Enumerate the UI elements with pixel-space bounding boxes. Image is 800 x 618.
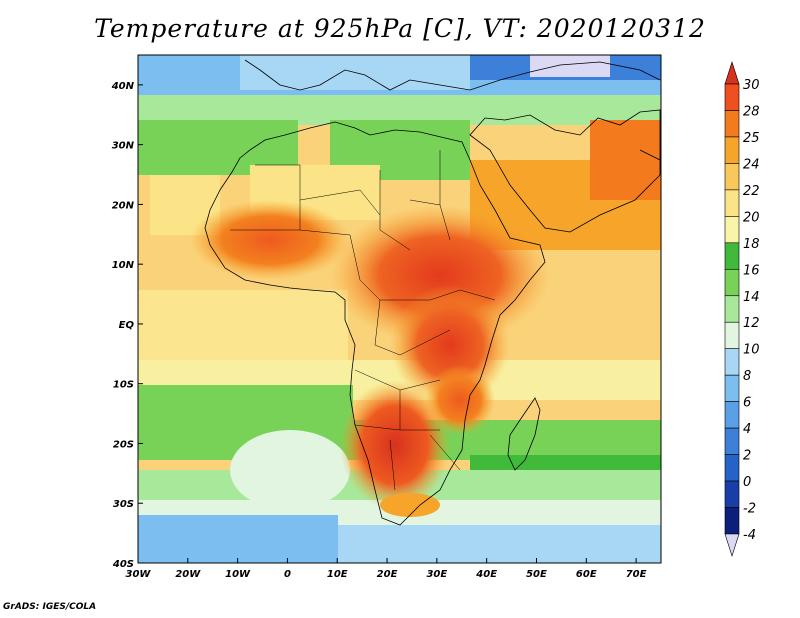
colorbar-swatch <box>724 295 740 323</box>
country-borders <box>230 150 496 491</box>
colorbar-label: 10 <box>743 343 760 358</box>
colorbar-swatch <box>724 242 740 270</box>
colorbar-label: 18 <box>743 237 760 252</box>
colorbar-label: 0 <box>743 475 751 490</box>
colorbar-label: 6 <box>743 396 751 411</box>
lon-tick-label: 20W <box>175 569 201 580</box>
colorbar-label: 12 <box>743 316 760 331</box>
colorbar-swatch <box>724 454 740 482</box>
colorbar-swatch <box>724 507 740 535</box>
colorbar-label: -2 <box>743 502 756 517</box>
colorbar-swatch <box>724 163 740 191</box>
lon-tick-label: 10E <box>327 569 348 580</box>
colorbar-swatch <box>724 268 740 297</box>
colorbar-label: 20 <box>743 210 760 225</box>
temperature-field <box>138 55 661 563</box>
colorbar-swatch <box>724 348 740 376</box>
colorbar-label: -4 <box>743 528 756 543</box>
colorbar-swatch <box>724 427 740 455</box>
colorbar-label: 24 <box>743 157 760 172</box>
colorbar-label: 16 <box>743 263 760 278</box>
lat-tick-label: 30N <box>112 141 135 152</box>
lon-tick-label: 0 <box>284 569 291 580</box>
india-coastline <box>639 149 661 161</box>
lon-tick-label: 50E <box>526 569 547 580</box>
colorbar-label: 30 <box>743 78 760 93</box>
longitude-axis: 30W 20W 10W 0 10E 20E 30E 40E 50E 60E 70E <box>126 558 647 580</box>
colorbar-swatch <box>724 110 740 138</box>
colorbar-swatch <box>724 374 740 402</box>
lon-tick-label: 60E <box>576 569 597 580</box>
colorbar-swatch <box>724 401 740 429</box>
colorbar-swatch <box>724 216 740 244</box>
chart-title: Temperature at 925hPa [C], VT: 202012031… <box>94 14 706 43</box>
lon-tick-label: 70E <box>626 569 647 580</box>
lon-tick-label: 30W <box>126 569 152 580</box>
latitude-axis: 40N 30N 20N 10N EQ 10S 20S 30S 40S <box>111 81 143 570</box>
colorbar-label: 28 <box>743 104 760 119</box>
plot-frame <box>137 54 662 564</box>
africa-coastline <box>204 121 546 526</box>
colorbar-label: 4 <box>743 422 751 437</box>
colorbar-swatch <box>724 480 740 508</box>
colorbar-swatch <box>724 189 740 217</box>
lat-tick-label: 40N <box>111 81 135 92</box>
lon-tick-label: 30E <box>426 569 447 580</box>
colorbar-top-triangle <box>724 61 740 85</box>
lat-tick-label: 20S <box>113 439 134 450</box>
lat-tick-label: 10N <box>112 260 135 271</box>
lon-tick-label: 40E <box>475 569 497 580</box>
colorbar-bottom-triangle <box>724 533 740 557</box>
colorbar-label: 2 <box>743 449 751 464</box>
lon-tick-label: 20E <box>377 569 398 580</box>
colorbar-swatch <box>724 321 740 350</box>
lat-tick-label: EQ <box>119 320 135 331</box>
colorbar-label: 8 <box>743 369 751 384</box>
coastlines <box>204 59 661 526</box>
lat-tick-label: 20N <box>112 200 135 211</box>
europe-coastline <box>244 59 661 91</box>
arabia-coastline <box>469 109 661 233</box>
lon-tick-label: 10W <box>225 569 251 580</box>
colorbar-swatch <box>724 83 740 111</box>
colorbar-label: 22 <box>743 184 760 199</box>
colorbar-label: 14 <box>743 290 760 305</box>
lat-tick-label: 40S <box>112 559 134 570</box>
colorbar-swatch <box>724 136 740 164</box>
lat-tick-label: 10S <box>113 380 134 391</box>
credit-label: GrADS: IGES/COLA <box>3 602 97 612</box>
colorbar-label: 25 <box>743 131 760 146</box>
madagascar-coastline <box>507 397 541 471</box>
lat-tick-label: 30S <box>113 499 134 510</box>
